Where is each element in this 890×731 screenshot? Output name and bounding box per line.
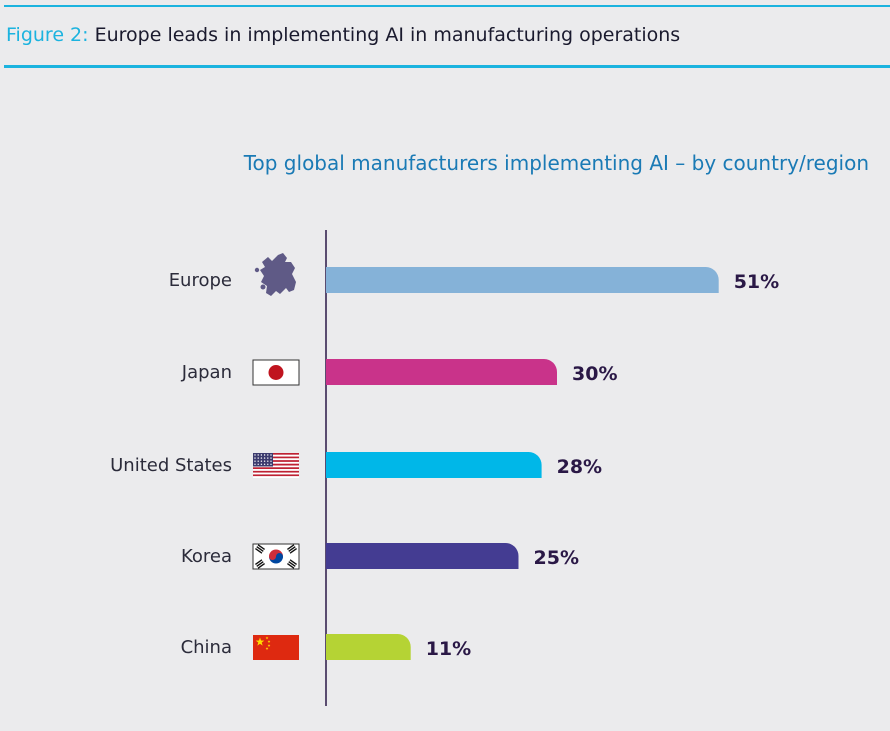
value-label: 30% bbox=[572, 363, 617, 385]
value-label: 28% bbox=[557, 456, 602, 478]
category-label: Korea bbox=[181, 546, 232, 567]
figure-title-text: Europe leads in implementing AI in manuf… bbox=[94, 24, 681, 46]
bar bbox=[326, 359, 557, 385]
category-label: United States bbox=[110, 455, 232, 476]
value-label: 25% bbox=[534, 547, 579, 569]
category-label: Europe bbox=[169, 270, 232, 291]
value-label: 11% bbox=[426, 638, 471, 660]
chart-title: Top global manufacturers implementing AI… bbox=[243, 151, 869, 175]
category-label: Japan bbox=[181, 362, 232, 383]
us-flag-icon bbox=[253, 453, 299, 478]
category-label: China bbox=[181, 637, 232, 658]
top-rule bbox=[4, 5, 890, 7]
bar bbox=[326, 267, 719, 293]
bottom-rule bbox=[4, 65, 890, 68]
korea-flag-icon bbox=[252, 543, 300, 570]
bar bbox=[326, 452, 542, 478]
europe-map-icon bbox=[254, 253, 296, 296]
chart-rows: Europe 51% Japan 30% United States 28% Korea 25… bbox=[110, 253, 779, 660]
figure-label: Figure 2: bbox=[6, 24, 89, 46]
bar bbox=[326, 634, 411, 660]
bar bbox=[326, 543, 519, 569]
figure-title: Figure 2: Europe leads in implementing A… bbox=[6, 24, 680, 46]
japan-flag-icon bbox=[252, 359, 300, 386]
value-label: 51% bbox=[734, 271, 779, 293]
china-flag-icon bbox=[253, 635, 299, 660]
